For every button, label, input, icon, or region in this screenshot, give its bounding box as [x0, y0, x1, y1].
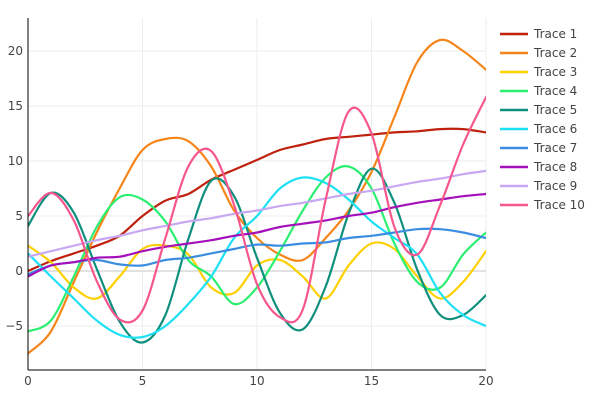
axes: 0 5 10 15 20 −5 0 5 10 15 20	[5, 18, 494, 388]
legend-label: Trace 2	[533, 46, 577, 60]
legend-item-trace-10[interactable]: Trace 10	[500, 198, 585, 212]
legend-label: Trace 10	[533, 198, 585, 212]
legend-label: Trace 3	[533, 65, 577, 79]
x-tick-label: 5	[139, 374, 147, 388]
legend-item-trace-7[interactable]: Trace 7	[500, 141, 577, 155]
legend-item-trace-8[interactable]: Trace 8	[500, 160, 577, 174]
legend-item-trace-5[interactable]: Trace 5	[500, 103, 577, 117]
series-line-trace-1	[28, 127, 486, 273]
x-tick-label: 20	[478, 374, 493, 388]
legend-label: Trace 8	[533, 160, 577, 174]
grid	[28, 18, 487, 370]
legend-label: Trace 6	[533, 122, 577, 136]
y-tick-label: 5	[15, 209, 23, 223]
legend-item-trace-4[interactable]: Trace 4	[500, 84, 577, 98]
series-line-trace-8	[28, 192, 486, 278]
legend-item-trace-6[interactable]: Trace 6	[500, 122, 577, 136]
legend-label: Trace 7	[533, 141, 577, 155]
series-line-trace-4	[28, 165, 486, 333]
series-line-trace-10	[28, 96, 486, 324]
y-tick-label: 20	[8, 44, 23, 58]
x-tick-label: 10	[249, 374, 264, 388]
legend-item-trace-1[interactable]: Trace 1	[500, 27, 577, 41]
y-tick-label: −5	[5, 319, 23, 333]
series-line-trace-6	[28, 176, 486, 339]
legend-item-trace-3[interactable]: Trace 3	[500, 65, 577, 79]
y-tick-label: 0	[15, 264, 23, 278]
legend-label: Trace 9	[533, 179, 577, 193]
legend: Trace 1 Trace 2 Trace 3 Trace 4 Trace 5 Trace…	[500, 27, 585, 212]
legend-label: Trace 4	[533, 84, 577, 98]
legend-label: Trace 5	[533, 103, 577, 117]
legend-label: Trace 1	[533, 27, 577, 41]
y-tick-label: 10	[8, 154, 23, 168]
y-tick-label: 15	[8, 99, 23, 113]
x-tick-label: 15	[364, 374, 379, 388]
plot-area	[28, 38, 486, 355]
x-tick-label: 0	[24, 374, 32, 388]
series-line-trace-7	[28, 227, 486, 276]
series-line-trace-9	[28, 169, 486, 258]
legend-item-trace-2[interactable]: Trace 2	[500, 46, 577, 60]
legend-item-trace-9[interactable]: Trace 9	[500, 179, 577, 193]
series-line-trace-2	[28, 38, 486, 355]
